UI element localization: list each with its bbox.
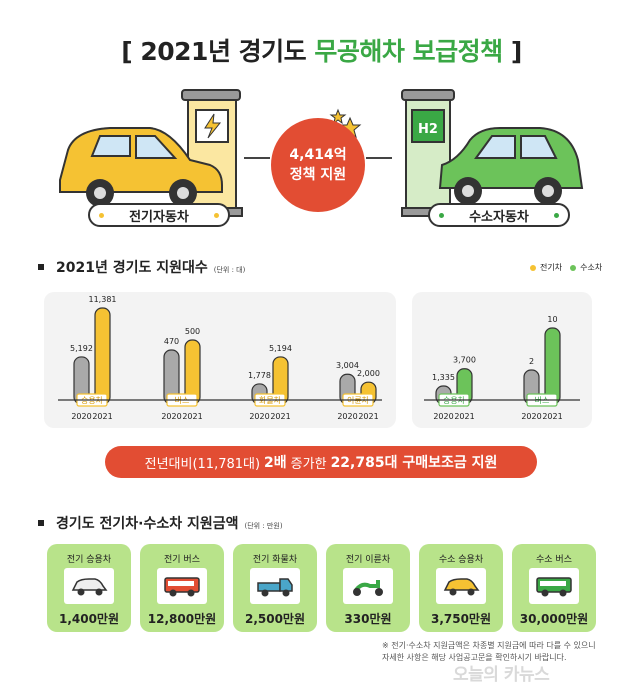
legend-ev-dot-icon bbox=[530, 264, 536, 271]
bar-value-label: 11,381 bbox=[89, 295, 117, 304]
year-tick-label: 2020 bbox=[433, 412, 453, 421]
year-tick-label: 2020 bbox=[337, 412, 357, 421]
footnote-line2: 자세한 사항은 해당 사업공고문을 확인하시기 바랍니다. bbox=[382, 653, 567, 662]
amount-card-ev-truck: 전기 화물차 2,500만원 bbox=[233, 544, 317, 632]
bar-value-label: 2,000 bbox=[357, 369, 380, 378]
subsidy-banner: 전년대비(11,781대) 2배 증가한 22,785대 구매보조금 지원 bbox=[105, 446, 537, 478]
card-value: 1,400만원 bbox=[58, 612, 120, 626]
bar-value-label: 3,004 bbox=[336, 361, 359, 370]
card-value: 30,000만원 bbox=[519, 612, 589, 626]
section2-title: 경기도 전기차·수소차 지원금액 (단위 : 만원) bbox=[38, 513, 283, 533]
amount-card-ev-car: 전기 승용차 1,400만원 bbox=[47, 544, 131, 632]
scooter-icon bbox=[343, 568, 393, 604]
amount-card-ev-scooter: 전기 이륜차 330만원 bbox=[326, 544, 410, 632]
title-highlight: 무공해차 보급정책 bbox=[314, 37, 503, 66]
bar-value-label: 5,192 bbox=[70, 344, 93, 353]
footnote-line1: ※ 전기·수소차 지원금액은 차종별 지원금에 따라 다를 수 있으니 bbox=[382, 641, 596, 650]
bullet-icon bbox=[38, 264, 44, 270]
card-label: 전기 화물차 bbox=[252, 555, 298, 565]
year-tick-label: 2021 bbox=[358, 412, 378, 421]
banner-part2: 2배 bbox=[264, 455, 287, 471]
year-tick-label: 2021 bbox=[92, 412, 112, 421]
amount-card-h2-bus: 수소 버스 30,000만원 bbox=[512, 544, 596, 632]
bullet-icon bbox=[38, 520, 44, 526]
support-count-chart: 5,192202011,3812021승용차47020205002021버스1,… bbox=[58, 295, 580, 421]
year-tick-label: 2020 bbox=[71, 412, 91, 421]
section1-title: 2021년 경기도 지원대수 (단위 : 대) bbox=[38, 257, 245, 277]
footnote: ※ 전기·수소차 지원금액은 차종별 지원금에 따라 다를 수 있으니 자세한 … bbox=[382, 640, 632, 664]
title-plain: 2021년 경기도 bbox=[140, 37, 307, 66]
bar-전기차-승용차-2021 bbox=[94, 307, 111, 405]
car-icon bbox=[64, 568, 114, 604]
bar-value-label: 1,335 bbox=[432, 373, 455, 382]
watermark-logo: 오늘의 카뉴스 bbox=[453, 665, 550, 685]
bar-value-label: 500 bbox=[185, 327, 200, 336]
section2-unit: (단위 : 만원) bbox=[244, 522, 283, 530]
chart-legend: 전기차 수소차 bbox=[530, 262, 602, 273]
title-bracket-open: [ bbox=[121, 37, 133, 66]
h2-station-icon: H2 bbox=[401, 89, 459, 217]
h2-pill: 수소자동차 bbox=[428, 203, 570, 227]
card-label: 전기 이륜차 bbox=[345, 555, 391, 565]
banner-part4: 22,785대 구매보조금 지원 bbox=[330, 455, 498, 471]
card-value: 12,800만원 bbox=[147, 612, 217, 626]
card-label: 전기 버스 bbox=[164, 555, 200, 565]
year-tick-label: 2020 bbox=[249, 412, 269, 421]
car-icon bbox=[436, 568, 486, 604]
title-bracket-close: ] bbox=[510, 37, 522, 66]
ev-pill: 전기자동차 bbox=[88, 203, 230, 227]
bar-value-label: 10 bbox=[547, 315, 557, 324]
legend-h2-dot-icon bbox=[570, 264, 577, 271]
dot-icon bbox=[99, 213, 104, 218]
bar-value-label: 3,700 bbox=[453, 356, 476, 365]
legend-ev-label: 전기차 bbox=[540, 263, 563, 272]
page-title: [ 2021년 경기도 무공해차 보급정책 ] bbox=[0, 32, 643, 68]
h2-car-icon bbox=[438, 127, 584, 205]
bar-value-label: 1,778 bbox=[248, 371, 271, 380]
section2-title-text: 경기도 전기차·수소차 지원금액 bbox=[56, 516, 239, 532]
badge-amount: 4,414억 bbox=[289, 147, 347, 163]
bar-value-label: 2 bbox=[529, 357, 534, 366]
section1-title-text: 2021년 경기도 지원대수 bbox=[56, 260, 208, 276]
amount-card-ev-bus: 전기 버스 12,800만원 bbox=[140, 544, 224, 632]
year-tick-label: 2021 bbox=[182, 412, 202, 421]
dot-icon bbox=[214, 213, 219, 218]
ev-pill-label: 전기자동차 bbox=[129, 209, 189, 225]
year-tick-label: 2021 bbox=[270, 412, 290, 421]
legend-h2-label: 수소차 bbox=[580, 263, 603, 272]
bus-icon bbox=[529, 568, 579, 604]
truck-icon bbox=[250, 568, 300, 604]
bus-icon bbox=[157, 568, 207, 604]
bar-수소차-버스-2021 bbox=[544, 327, 561, 405]
banner-part3: 증가한 bbox=[290, 456, 327, 472]
year-tick-label: 2021 bbox=[454, 412, 474, 421]
h2-label: H2 bbox=[418, 122, 438, 137]
card-label: 수소 승용차 bbox=[438, 555, 484, 565]
amount-card-h2-car: 수소 승용차 3,750만원 bbox=[419, 544, 503, 632]
total-budget-badge: 4,414억 정책 지원 bbox=[271, 118, 365, 212]
year-tick-label: 2021 bbox=[542, 412, 562, 421]
dot-icon bbox=[439, 213, 444, 218]
banner-part1: 전년대비(11,781대) bbox=[144, 456, 261, 472]
ev-car-icon bbox=[59, 127, 223, 207]
year-tick-label: 2020 bbox=[161, 412, 181, 421]
bar-value-label: 5,194 bbox=[269, 344, 292, 353]
card-value: 2,500만원 bbox=[244, 612, 306, 626]
dot-icon bbox=[554, 213, 559, 218]
card-value: 3,750만원 bbox=[430, 612, 492, 626]
h2-pill-label: 수소자동차 bbox=[469, 209, 529, 225]
badge-caption: 정책 지원 bbox=[289, 167, 347, 183]
card-label: 수소 버스 bbox=[536, 555, 572, 565]
year-tick-label: 2020 bbox=[521, 412, 541, 421]
card-label: 전기 승용차 bbox=[66, 555, 112, 565]
card-value: 330만원 bbox=[344, 612, 392, 626]
section1-unit: (단위 : 대) bbox=[213, 266, 246, 274]
bar-value-label: 470 bbox=[164, 337, 179, 346]
